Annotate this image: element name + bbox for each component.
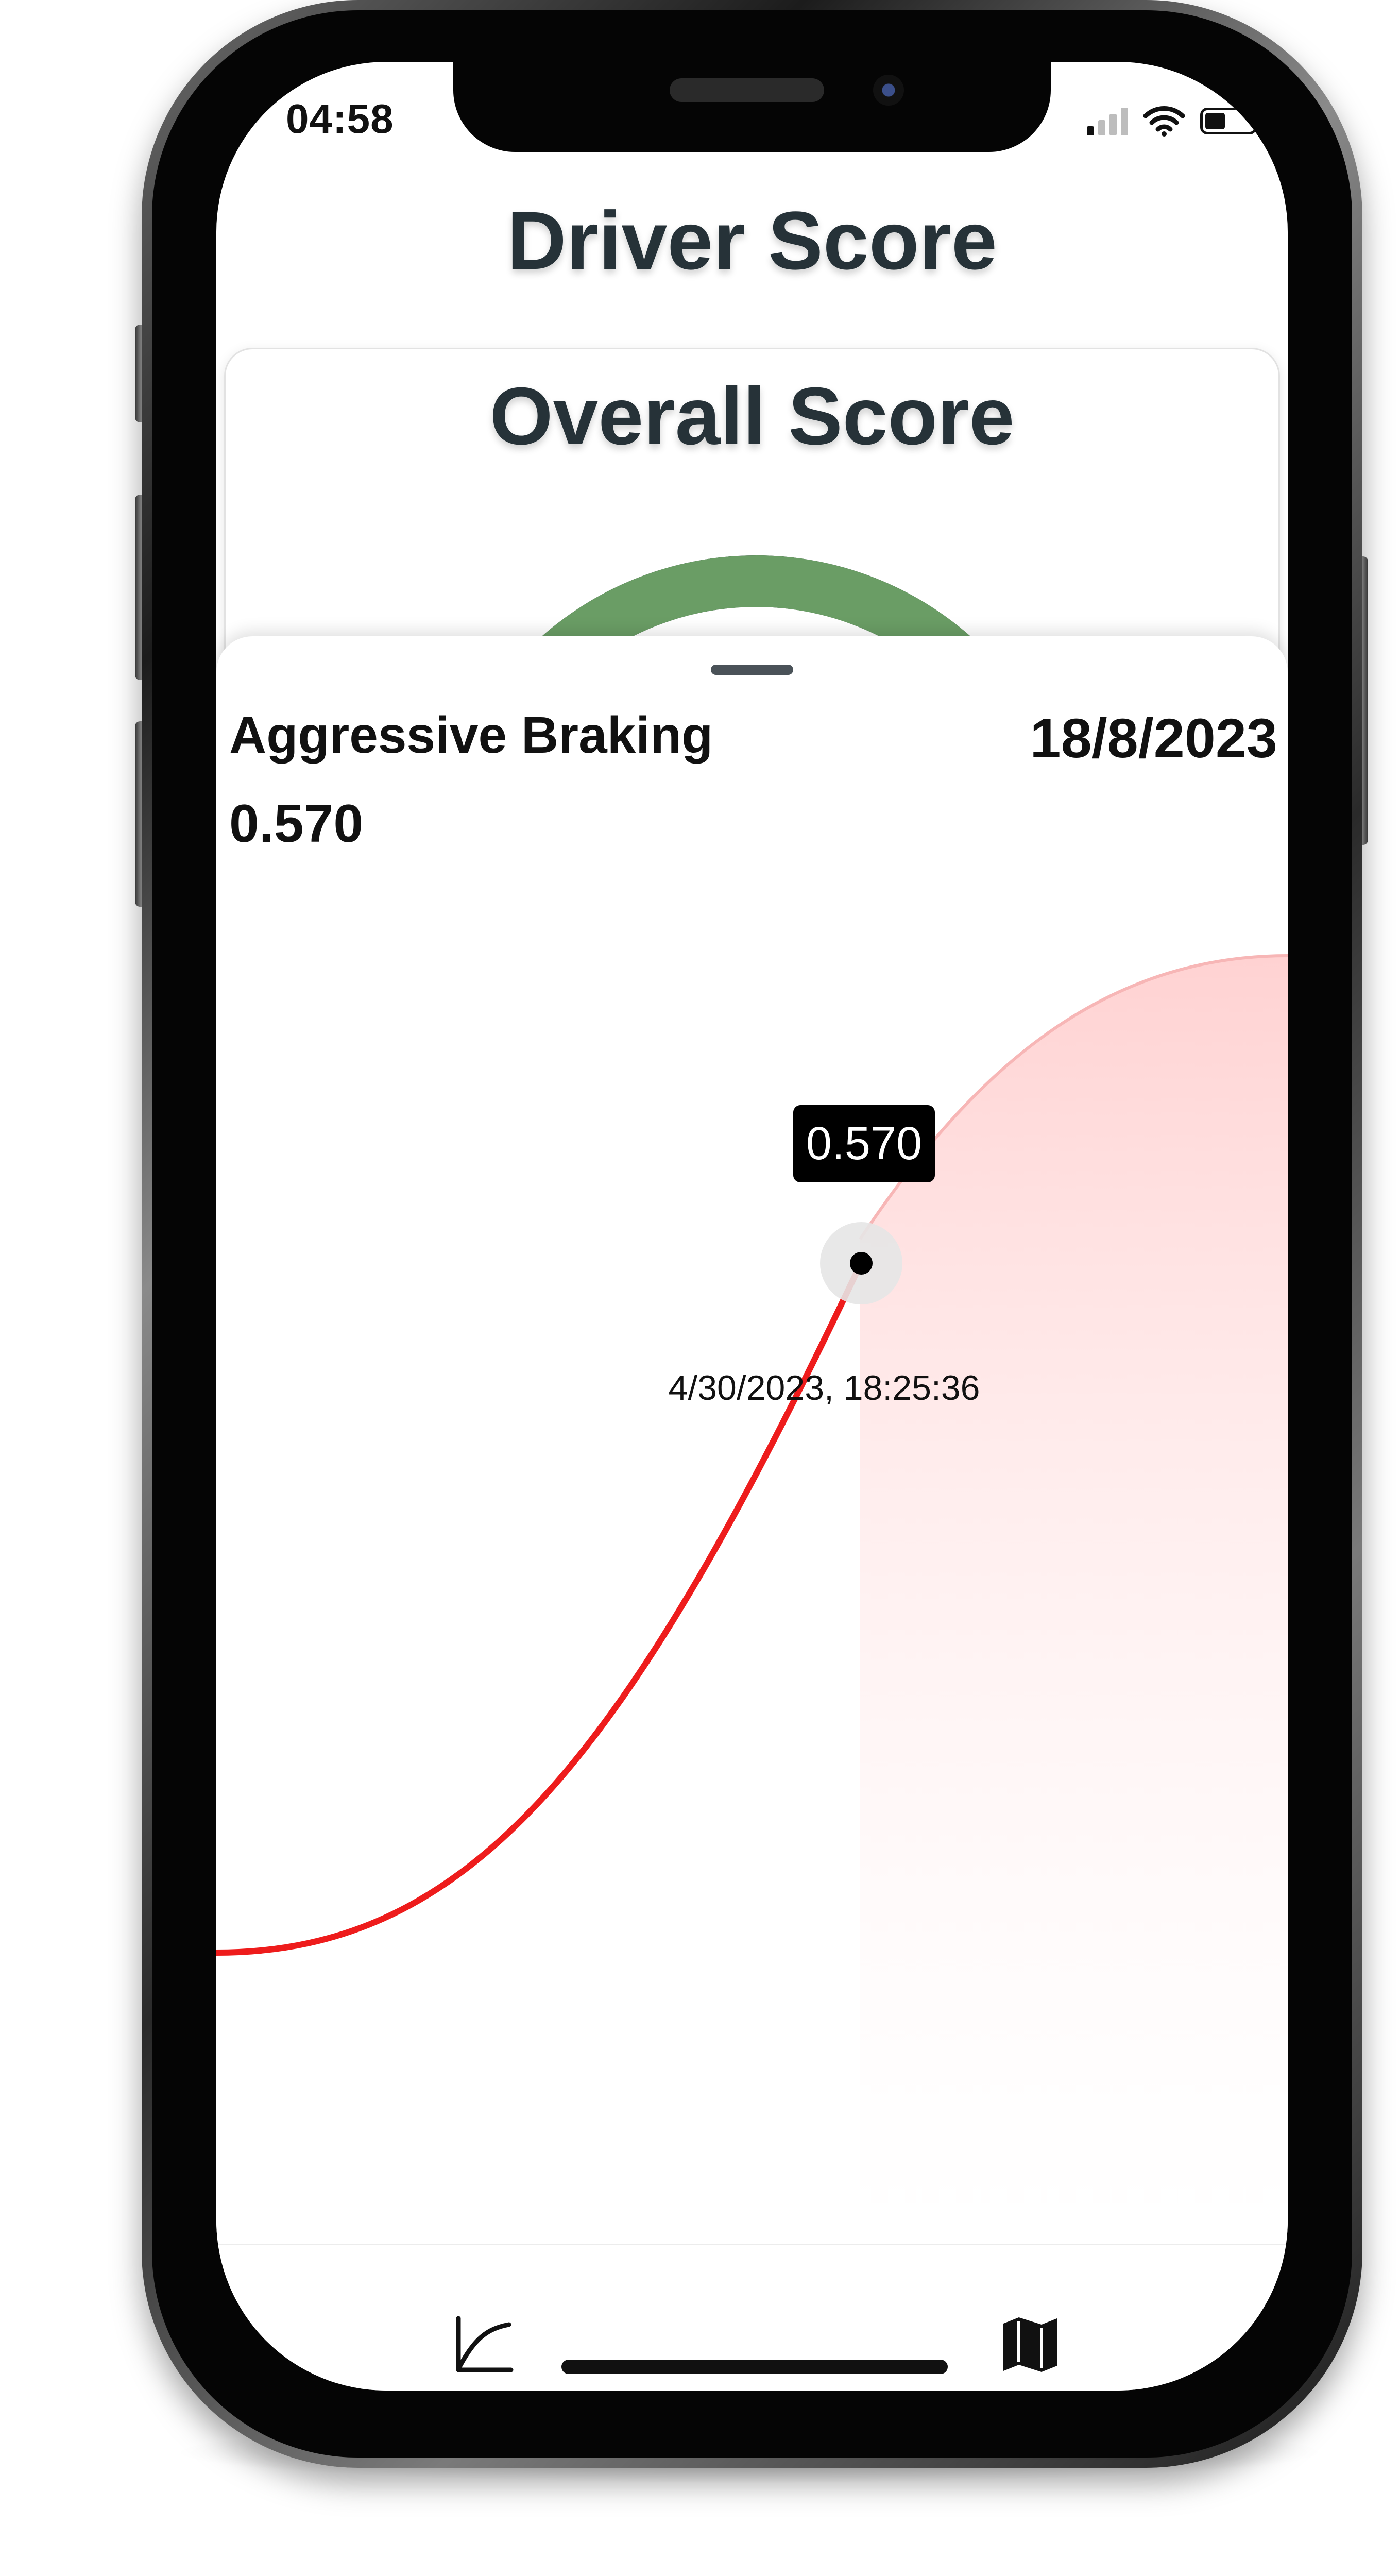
status-time: 04:58 (286, 96, 394, 142)
app-screen: 04:58 Driver Score Overall Score Aggr (216, 62, 1288, 2391)
map-icon[interactable] (994, 2308, 1066, 2380)
line-chart-icon[interactable] (448, 2308, 520, 2380)
tab-bar-divider (216, 2244, 1288, 2245)
overall-score-gauge (480, 555, 1032, 710)
trend-area (860, 956, 1288, 2244)
page-title: Driver Score (507, 194, 997, 286)
gauge-fill (480, 555, 1024, 710)
signal-icon (1087, 107, 1128, 135)
selected-point (850, 1252, 873, 1275)
value-tooltip: 0.570 (793, 1105, 935, 1182)
front-camera (873, 75, 904, 106)
trend-line (216, 1263, 863, 1956)
battery-icon (1200, 108, 1261, 134)
notch (453, 62, 1051, 152)
metric-name: Aggressive Braking (229, 706, 713, 764)
wifi-icon (1143, 106, 1185, 137)
speaker-grille (670, 78, 824, 102)
selected-timestamp: 4/30/2023, 18:25:36 (668, 1368, 980, 1408)
trend-chart[interactable] (216, 636, 1288, 2244)
sheet-drag-handle[interactable] (711, 665, 793, 675)
metric-date: 18/8/2023 (1030, 707, 1277, 769)
home-indicator[interactable] (561, 2360, 948, 2374)
metric-value: 0.570 (229, 794, 364, 854)
metric-detail-sheet[interactable]: Aggressive Braking 18/8/2023 0.570 0.570… (216, 636, 1288, 2391)
status-icons (1087, 103, 1261, 139)
overall-score-title: Overall Score (489, 371, 1015, 462)
